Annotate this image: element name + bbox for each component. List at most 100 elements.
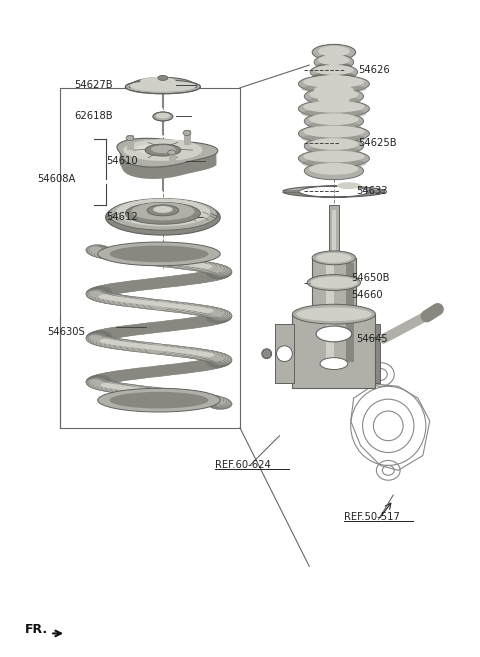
Ellipse shape bbox=[114, 385, 126, 390]
Ellipse shape bbox=[129, 80, 196, 92]
Ellipse shape bbox=[184, 361, 208, 372]
Ellipse shape bbox=[119, 325, 143, 336]
Ellipse shape bbox=[88, 331, 111, 342]
Ellipse shape bbox=[136, 367, 159, 378]
Ellipse shape bbox=[190, 350, 202, 355]
Ellipse shape bbox=[195, 350, 219, 361]
Ellipse shape bbox=[276, 346, 292, 361]
Ellipse shape bbox=[316, 102, 352, 110]
Ellipse shape bbox=[93, 285, 117, 296]
Ellipse shape bbox=[193, 261, 217, 272]
Polygon shape bbox=[120, 152, 216, 179]
Ellipse shape bbox=[303, 150, 364, 162]
Ellipse shape bbox=[127, 280, 150, 290]
Ellipse shape bbox=[116, 384, 140, 395]
Bar bbox=[326, 263, 334, 361]
Ellipse shape bbox=[168, 302, 192, 313]
Ellipse shape bbox=[102, 295, 114, 300]
Ellipse shape bbox=[107, 371, 131, 382]
Ellipse shape bbox=[314, 55, 354, 70]
Ellipse shape bbox=[129, 254, 152, 264]
Ellipse shape bbox=[301, 158, 367, 168]
Ellipse shape bbox=[97, 388, 220, 412]
Ellipse shape bbox=[90, 336, 102, 340]
Ellipse shape bbox=[120, 386, 132, 390]
Ellipse shape bbox=[109, 392, 208, 409]
Bar bbox=[275, 324, 294, 383]
Ellipse shape bbox=[143, 299, 167, 310]
Ellipse shape bbox=[156, 301, 180, 311]
Ellipse shape bbox=[96, 338, 108, 342]
Ellipse shape bbox=[86, 288, 110, 299]
Ellipse shape bbox=[89, 291, 113, 302]
Ellipse shape bbox=[208, 311, 232, 322]
Ellipse shape bbox=[176, 347, 200, 358]
Ellipse shape bbox=[141, 255, 165, 265]
Ellipse shape bbox=[130, 368, 153, 378]
Ellipse shape bbox=[145, 144, 180, 156]
Ellipse shape bbox=[142, 367, 166, 377]
Ellipse shape bbox=[87, 378, 111, 389]
Ellipse shape bbox=[92, 329, 116, 340]
Ellipse shape bbox=[131, 323, 155, 334]
Ellipse shape bbox=[137, 388, 149, 393]
Ellipse shape bbox=[203, 353, 215, 357]
Ellipse shape bbox=[296, 307, 372, 321]
Ellipse shape bbox=[136, 298, 160, 309]
Ellipse shape bbox=[86, 245, 110, 256]
Ellipse shape bbox=[121, 385, 145, 396]
Ellipse shape bbox=[184, 260, 207, 271]
Ellipse shape bbox=[163, 320, 187, 330]
Ellipse shape bbox=[172, 304, 184, 309]
Ellipse shape bbox=[151, 258, 163, 262]
Ellipse shape bbox=[144, 389, 156, 394]
Ellipse shape bbox=[94, 380, 117, 391]
Ellipse shape bbox=[197, 263, 208, 268]
Ellipse shape bbox=[151, 145, 175, 153]
Ellipse shape bbox=[118, 342, 130, 346]
Ellipse shape bbox=[116, 198, 210, 226]
Ellipse shape bbox=[99, 328, 123, 338]
Ellipse shape bbox=[98, 294, 110, 299]
Ellipse shape bbox=[86, 333, 109, 344]
Ellipse shape bbox=[123, 369, 147, 379]
Ellipse shape bbox=[211, 311, 223, 316]
Ellipse shape bbox=[151, 344, 175, 355]
Ellipse shape bbox=[159, 389, 183, 400]
Ellipse shape bbox=[195, 351, 207, 356]
Ellipse shape bbox=[153, 112, 173, 121]
Ellipse shape bbox=[185, 304, 209, 315]
Ellipse shape bbox=[309, 113, 359, 125]
Ellipse shape bbox=[170, 260, 182, 264]
Ellipse shape bbox=[304, 162, 363, 180]
Ellipse shape bbox=[212, 268, 224, 273]
Ellipse shape bbox=[200, 396, 212, 401]
Ellipse shape bbox=[94, 248, 118, 259]
Text: 54660: 54660 bbox=[351, 290, 383, 300]
Ellipse shape bbox=[312, 75, 356, 85]
Ellipse shape bbox=[109, 246, 208, 262]
Ellipse shape bbox=[182, 261, 193, 266]
Ellipse shape bbox=[207, 397, 231, 408]
Ellipse shape bbox=[152, 277, 176, 288]
Ellipse shape bbox=[204, 397, 216, 401]
Ellipse shape bbox=[298, 100, 370, 118]
Ellipse shape bbox=[90, 330, 113, 341]
Ellipse shape bbox=[201, 263, 224, 274]
Ellipse shape bbox=[158, 76, 168, 80]
Ellipse shape bbox=[310, 82, 358, 90]
Text: 54625B: 54625B bbox=[359, 138, 397, 148]
Ellipse shape bbox=[104, 327, 127, 338]
Ellipse shape bbox=[99, 338, 111, 344]
Ellipse shape bbox=[304, 87, 363, 105]
Ellipse shape bbox=[121, 281, 144, 292]
Ellipse shape bbox=[88, 286, 112, 298]
Ellipse shape bbox=[304, 137, 363, 155]
Ellipse shape bbox=[91, 248, 115, 258]
Ellipse shape bbox=[87, 290, 111, 301]
Ellipse shape bbox=[187, 273, 211, 283]
Ellipse shape bbox=[125, 202, 201, 224]
Ellipse shape bbox=[203, 269, 227, 281]
Ellipse shape bbox=[94, 337, 106, 342]
Ellipse shape bbox=[307, 121, 360, 131]
